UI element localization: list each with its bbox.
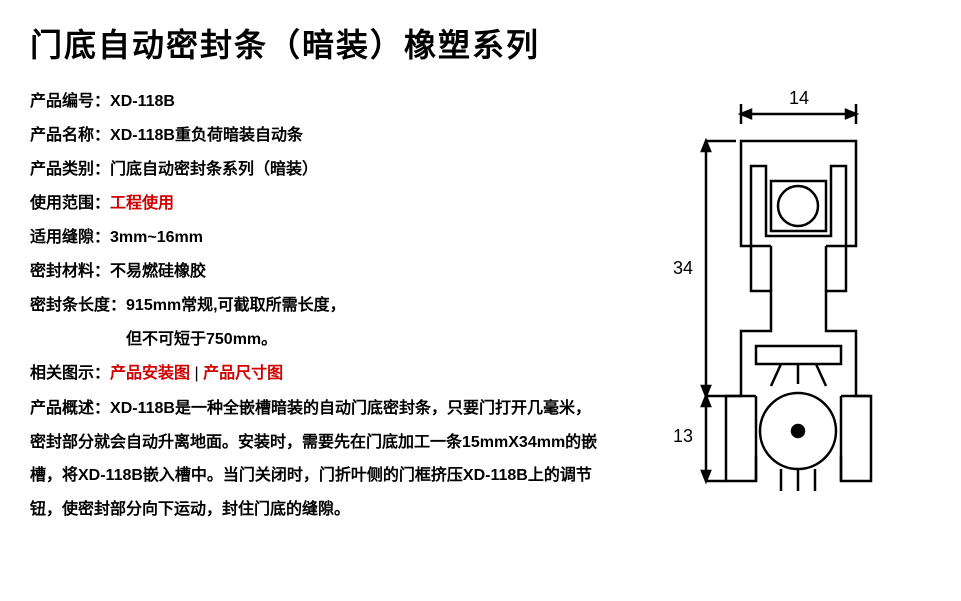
value-length: 915mm常规,可截取所需长度， — [126, 297, 346, 314]
spec-material: 密封材料：不易燃硅橡胶 — [30, 256, 601, 288]
spec-length2: 但不可短于750mm。 — [30, 324, 601, 356]
spec-column: 产品编号：XD-118B 产品名称：XD-118B重负荷暗装自动条 产品类别：门… — [30, 86, 601, 528]
label-length: 密封条长度： — [30, 297, 126, 314]
value-material: 不易燃硅橡胶 — [110, 263, 206, 280]
spec-product-no: 产品编号：XD-118B — [30, 86, 601, 118]
value-product-no: XD-118B — [110, 93, 175, 110]
link-size-diagram[interactable]: 产品尺寸图 — [203, 365, 283, 382]
page-title: 门底自动密封条（暗装）橡塑系列 — [30, 20, 931, 66]
link-separator: | — [190, 365, 203, 382]
label-description: 产品概述： — [30, 400, 110, 417]
value-category: 门底自动密封条系列（暗装） — [110, 161, 318, 178]
link-install-diagram[interactable]: 产品安装图 — [110, 365, 190, 382]
dim-bottom: 13 — [673, 426, 693, 447]
label-gap: 适用缝隙： — [30, 229, 110, 246]
label-material: 密封材料： — [30, 263, 110, 280]
spec-length: 密封条长度：915mm常规,可截取所需长度， — [30, 290, 601, 322]
label-diagram: 相关图示： — [30, 365, 110, 382]
dim-height: 34 — [673, 258, 693, 279]
spec-description: 产品概述：XD-118B是一种全嵌槽暗装的自动门底密封条，只要门打开几毫米，密封… — [30, 392, 601, 526]
content-wrapper: 产品编号：XD-118B 产品名称：XD-118B重负荷暗装自动条 产品类别：门… — [30, 86, 931, 528]
spec-usage: 使用范围：工程使用 — [30, 188, 601, 220]
value-description: XD-118B是一种全嵌槽暗装的自动门底密封条，只要门打开几毫米，密封部分就会自… — [30, 400, 597, 518]
spec-diagram-links: 相关图示：产品安装图 | 产品尺寸图 — [30, 358, 601, 390]
label-category: 产品类别： — [30, 161, 110, 178]
value-usage: 工程使用 — [110, 195, 174, 212]
dim-width: 14 — [789, 88, 809, 109]
spec-gap: 适用缝隙：3mm~16mm — [30, 222, 601, 254]
label-product-no: 产品编号： — [30, 93, 110, 110]
label-usage: 使用范围： — [30, 195, 110, 212]
label-product-name: 产品名称： — [30, 127, 110, 144]
spec-category: 产品类别：门底自动密封条系列（暗装） — [30, 154, 601, 186]
value-length2: 但不可短于750mm。 — [126, 331, 277, 348]
spec-product-name: 产品名称：XD-118B重负荷暗装自动条 — [30, 120, 601, 152]
value-product-name: XD-118B重负荷暗装自动条 — [110, 127, 303, 144]
diagram-column: 14 34 13 — [631, 86, 931, 528]
value-gap: 3mm~16mm — [110, 229, 203, 246]
